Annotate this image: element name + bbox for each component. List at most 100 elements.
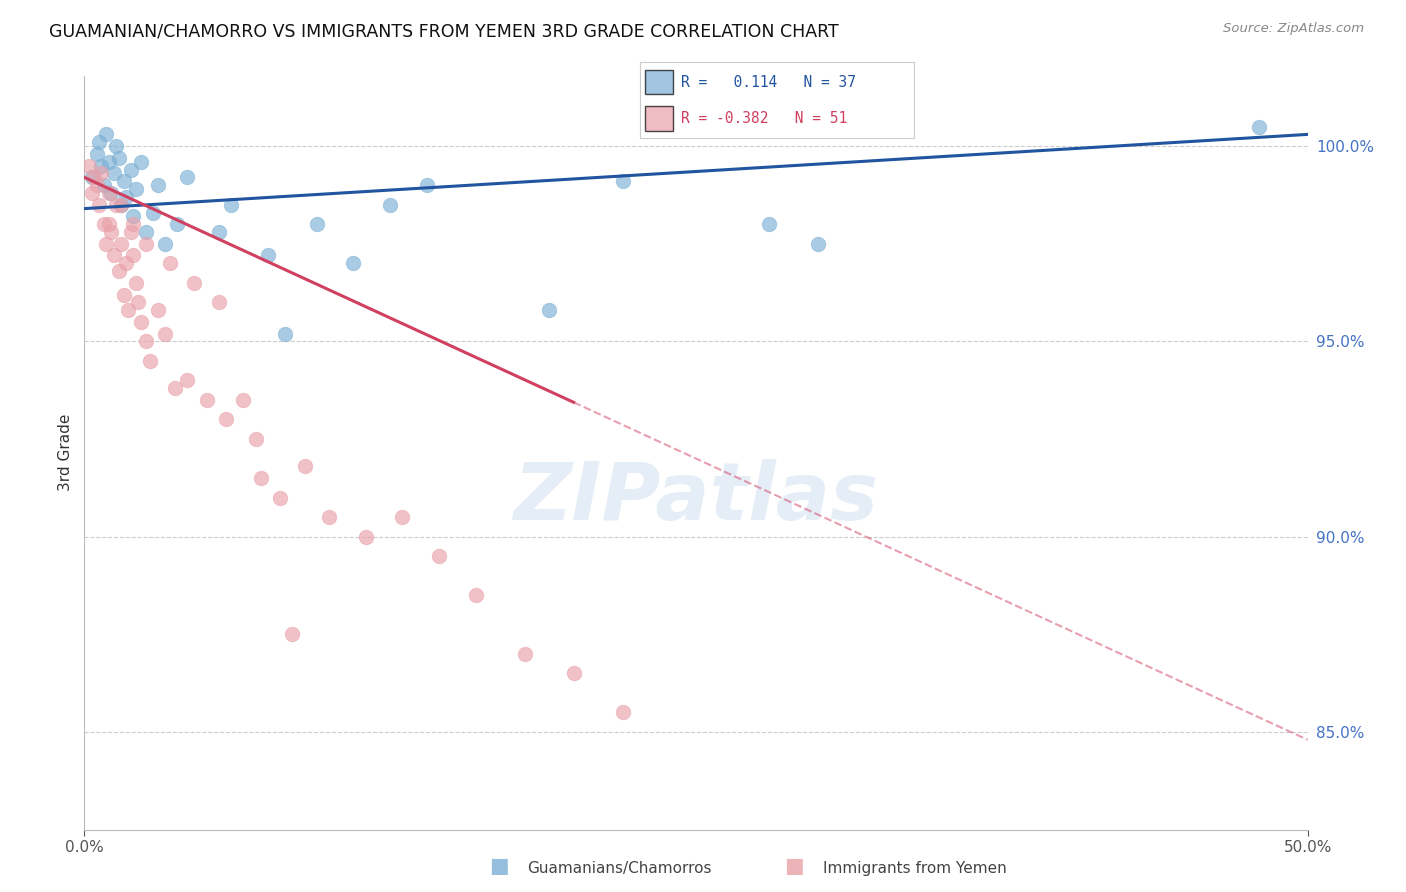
FancyBboxPatch shape: [645, 70, 672, 95]
Point: [103, 248, 125, 262]
Text: Source: ZipAtlas.com: Source: ZipAtlas.com: [1223, 22, 1364, 36]
Point: [100, 186, 122, 200]
Point: [122, 248, 145, 262]
Point: [159, 256, 181, 270]
Point: [195, 392, 218, 407]
Text: Guamanians/Chamorros: Guamanians/Chamorros: [527, 861, 711, 876]
Point: [112, 174, 135, 188]
Point: [97, 186, 120, 200]
Point: [146, 178, 169, 193]
Point: [215, 412, 238, 426]
Point: [83, 170, 105, 185]
Point: [153, 236, 176, 251]
Point: [758, 217, 780, 231]
Point: [107, 151, 129, 165]
Point: [93, 217, 115, 231]
Point: [110, 236, 132, 251]
Point: [87, 135, 110, 149]
Point: [245, 432, 267, 446]
Point: [96, 128, 118, 142]
Point: [354, 530, 377, 544]
Point: [342, 256, 364, 270]
Y-axis label: 3rd Grade: 3rd Grade: [58, 414, 73, 491]
Point: [127, 295, 149, 310]
Point: [391, 510, 413, 524]
Point: [80, 186, 103, 200]
Point: [129, 315, 152, 329]
Point: [249, 471, 271, 485]
Point: [208, 225, 231, 239]
Point: [176, 374, 198, 388]
Point: [208, 295, 231, 310]
Point: [117, 303, 139, 318]
Point: [86, 178, 108, 193]
Point: [380, 197, 402, 211]
Point: [305, 217, 328, 231]
Text: Immigrants from Yemen: Immigrants from Yemen: [823, 861, 1007, 876]
Point: [93, 178, 115, 193]
Point: [110, 197, 132, 211]
Text: R = -0.382   N = 51: R = -0.382 N = 51: [681, 111, 846, 126]
Point: [105, 139, 128, 153]
Point: [464, 588, 486, 602]
Point: [122, 210, 145, 224]
Point: [269, 491, 291, 505]
Text: R =   0.114   N = 37: R = 0.114 N = 37: [681, 75, 856, 90]
Point: [163, 381, 186, 395]
Point: [77, 159, 100, 173]
Point: [135, 334, 157, 349]
Point: [90, 166, 112, 180]
Point: [294, 459, 316, 474]
Point: [513, 647, 536, 661]
Point: [612, 174, 634, 188]
Point: [318, 510, 340, 524]
Point: [110, 197, 132, 211]
Point: [97, 217, 120, 231]
Point: [122, 217, 145, 231]
Point: [183, 276, 205, 290]
Point: [107, 264, 129, 278]
Point: [125, 182, 148, 196]
Point: [232, 392, 254, 407]
Point: [120, 162, 142, 177]
Point: [538, 303, 561, 318]
Point: [142, 205, 165, 219]
Text: ■: ■: [785, 856, 804, 876]
Text: ■: ■: [489, 856, 509, 876]
Point: [281, 627, 304, 641]
FancyBboxPatch shape: [645, 106, 672, 130]
Point: [96, 236, 118, 251]
Point: [562, 666, 585, 681]
Point: [86, 147, 108, 161]
Point: [416, 178, 439, 193]
Point: [257, 248, 280, 262]
Point: [166, 217, 188, 231]
Point: [176, 170, 198, 185]
Point: [274, 326, 297, 341]
Point: [129, 154, 152, 169]
Text: ZIPatlas: ZIPatlas: [513, 458, 879, 537]
Point: [103, 166, 125, 180]
Point: [125, 276, 148, 290]
Point: [153, 326, 176, 341]
Point: [139, 354, 162, 368]
Point: [80, 170, 103, 185]
Point: [97, 154, 120, 169]
Point: [105, 197, 128, 211]
Point: [87, 197, 110, 211]
Point: [612, 706, 634, 720]
Point: [807, 236, 830, 251]
Text: GUAMANIAN/CHAMORRO VS IMMIGRANTS FROM YEMEN 3RD GRADE CORRELATION CHART: GUAMANIAN/CHAMORRO VS IMMIGRANTS FROM YE…: [49, 22, 839, 40]
Point: [135, 225, 157, 239]
Point: [219, 197, 242, 211]
Point: [135, 236, 157, 251]
Point: [1247, 120, 1270, 134]
Point: [120, 225, 142, 239]
Point: [100, 225, 122, 239]
Point: [90, 159, 112, 173]
Point: [115, 256, 138, 270]
Point: [146, 303, 169, 318]
Point: [427, 549, 450, 564]
Point: [115, 190, 138, 204]
Point: [112, 287, 135, 301]
